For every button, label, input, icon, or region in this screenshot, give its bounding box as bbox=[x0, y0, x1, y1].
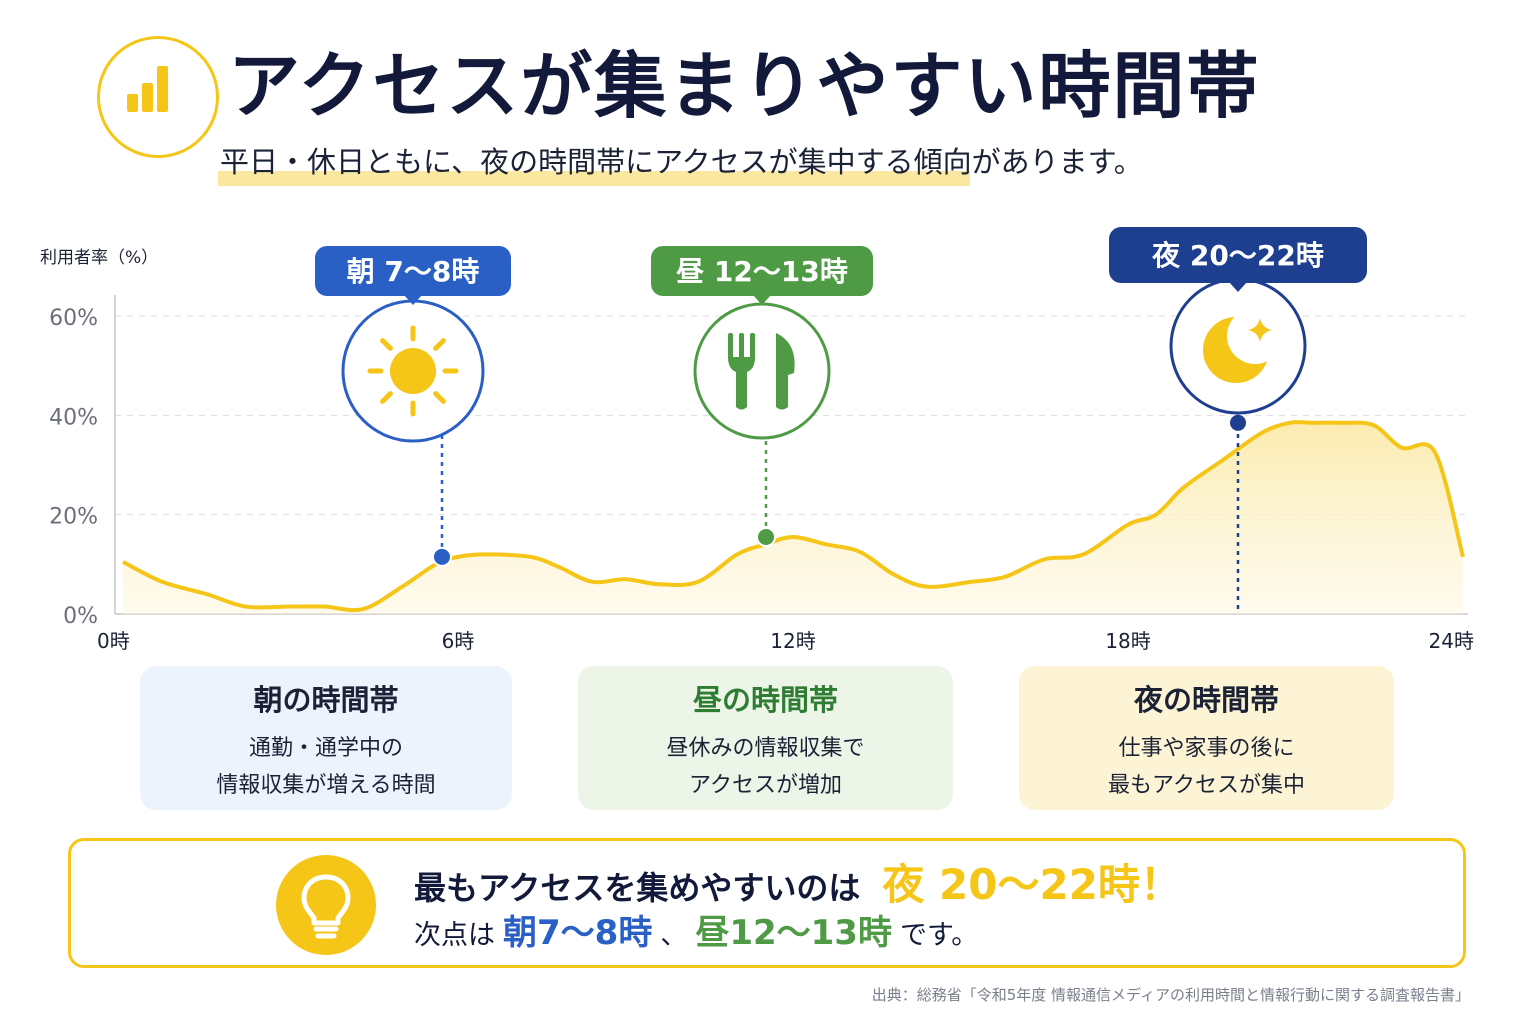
card-title: 夜の時間帯 bbox=[1133, 683, 1279, 717]
bar-chart-icon bbox=[97, 36, 219, 158]
summary-next-morning: 朝7〜8時 bbox=[503, 913, 653, 953]
annotation-0: 朝 7〜8時 bbox=[315, 246, 511, 567]
annotations: 朝 7〜8時 昼 12〜13時 夜 20〜22時 bbox=[315, 227, 1367, 614]
summary-suffix: です。 bbox=[899, 920, 979, 951]
x-tick-label: 6時 bbox=[442, 629, 475, 653]
page-subtitle: 平日・休日ともに、夜の時間帯にアクセスが集中する傾向があります。 bbox=[220, 145, 1143, 179]
annotation-label-pill bbox=[315, 246, 511, 296]
annotation-point bbox=[432, 546, 452, 567]
card-title: 昼の時間帯 bbox=[692, 683, 838, 717]
summary-lead: 最もアクセスを集めやすいのは bbox=[414, 869, 861, 907]
card-line: 仕事や家事の後に bbox=[1118, 736, 1295, 761]
card-morning: 朝の時間帯 通勤・通学中の 情報収集が増える時間 bbox=[140, 666, 512, 810]
annotation-label: 夜 20〜22時 bbox=[1151, 239, 1324, 272]
card-night: 夜の時間帯 仕事や家事の後に 最もアクセスが集中 bbox=[1019, 666, 1394, 810]
card-line: アクセスが増加 bbox=[689, 773, 842, 798]
annotation-point bbox=[1228, 412, 1248, 433]
source-note: 出典：総務省「令和5年度 情報通信メディアの利用時間と情報行動に関する調査報告書… bbox=[871, 986, 1470, 1004]
sun-icon bbox=[367, 325, 459, 417]
x-ticks: 0時 6時 12時 18時 24時 bbox=[97, 629, 1474, 653]
summary-separator: 、 bbox=[660, 920, 688, 951]
card-line: 情報収集が増える時間 bbox=[216, 773, 436, 798]
page-title: アクセスが集まりやすい時間帯 bbox=[228, 44, 1261, 128]
annotation-2: 夜 20〜22時 bbox=[1109, 227, 1367, 614]
summary-next-noon: 昼12〜13時 bbox=[695, 913, 892, 953]
usage-line bbox=[122, 420, 1465, 613]
card-line: 通勤・通学中の bbox=[248, 736, 403, 761]
summary-detail: 次点は 朝7〜8時、昼12〜13時 です。 bbox=[414, 910, 978, 959]
annotation-label: 朝 7〜8時 bbox=[347, 255, 480, 288]
annotation-label-pill bbox=[1109, 227, 1367, 283]
annotation-1: 昼 12〜13時 bbox=[651, 246, 873, 548]
annotation-point bbox=[756, 527, 776, 548]
y-tick-label: 60% bbox=[49, 306, 98, 331]
x-tick-label: 24時 bbox=[1429, 629, 1474, 653]
annotation-label-pointer bbox=[753, 295, 771, 305]
card-title: 朝の時間帯 bbox=[253, 683, 399, 717]
summary-peak: 夜 20〜22時！ bbox=[882, 860, 1182, 909]
summary-next-prefix: 次点は bbox=[414, 920, 495, 951]
moon-star-icon bbox=[1203, 308, 1283, 383]
card-noon: 昼の時間帯 昼休みの情報収集で アクセスが増加 bbox=[578, 666, 953, 810]
annotation-label-pill bbox=[651, 246, 873, 296]
annotation-label-pointer bbox=[1229, 282, 1247, 292]
summary-headline: 最もアクセスを集めやすいのは夜 20〜22時！ bbox=[414, 860, 1182, 913]
usage-area bbox=[123, 422, 1463, 614]
card-line: 昼休みの情報収集で bbox=[666, 736, 865, 761]
fork-knife-icon bbox=[728, 333, 795, 410]
y-tick-label: 20% bbox=[49, 505, 98, 530]
y-tick-label: 0% bbox=[63, 604, 98, 629]
annotation-label: 昼 12〜13時 bbox=[676, 255, 848, 288]
subtitle-highlight bbox=[218, 171, 970, 186]
lightbulb-icon bbox=[276, 855, 376, 955]
usage-rate-chart: 利用者率（%） 0% 20% 40% 60% 0時 6時 12時 18時 24時 朝 7〜8時… bbox=[40, 227, 1474, 653]
y-axis-label: 利用者率（%） bbox=[40, 248, 158, 268]
card-line: 最もアクセスが集中 bbox=[1108, 773, 1305, 798]
y-ticks: 0% 20% 40% 60% bbox=[49, 306, 98, 629]
x-tick-label: 18時 bbox=[1105, 629, 1150, 653]
annotation-icon-circle bbox=[693, 302, 831, 440]
y-tick-label: 40% bbox=[49, 405, 98, 430]
annotation-label-pointer bbox=[404, 295, 422, 305]
x-tick-label: 0時 bbox=[97, 629, 130, 653]
x-tick-label: 12時 bbox=[770, 629, 815, 653]
